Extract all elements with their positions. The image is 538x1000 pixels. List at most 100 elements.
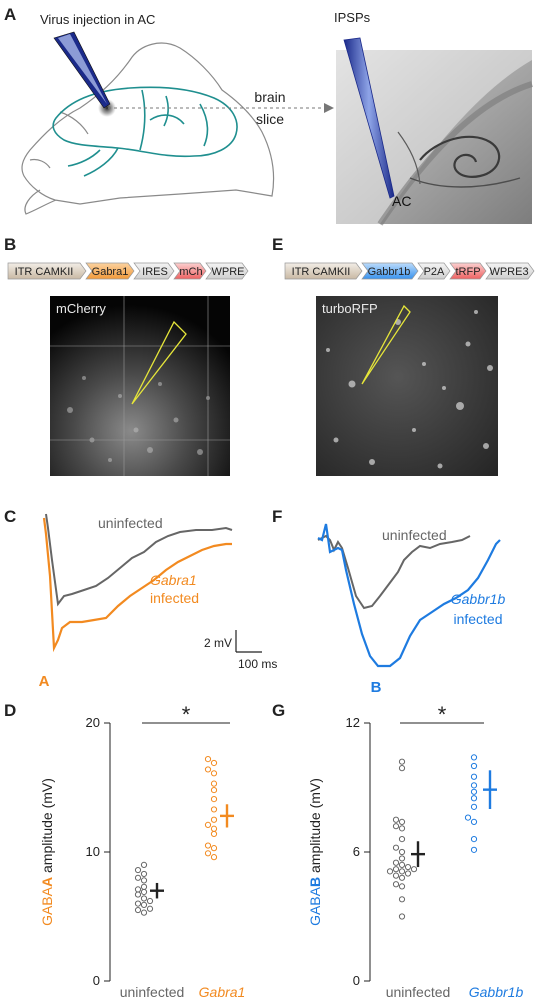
injection-pipette-highlight [58, 34, 107, 104]
data-point [470, 773, 478, 780]
data-point [410, 866, 418, 873]
data-point [470, 782, 478, 789]
panel-letter-a: A [4, 5, 16, 24]
data-point [134, 874, 142, 881]
component-b-marker: B [371, 679, 382, 696]
data-point [392, 816, 400, 823]
construct-e-seg-2 [361, 262, 419, 280]
d-ytick-label-10: 10 [86, 844, 100, 859]
construct-e-label-1: ITR CAMKII [292, 266, 351, 278]
data-point [470, 762, 478, 770]
trace-c-gene-label: Gabra1 [150, 572, 197, 588]
data-point [470, 795, 478, 802]
panel-c: C uninfected Gabra1 infected A 2 mV 100 … [4, 507, 277, 690]
data-point [210, 830, 218, 838]
data-point [398, 765, 406, 772]
data-point [398, 896, 406, 903]
panel-b: B ITR CAMKII Gabra1 IRES mCh WPRE [4, 235, 249, 476]
data-point [210, 786, 218, 794]
g-xlabel-uninfected: uninfected [386, 984, 451, 1000]
g-xlabel-gene: Gabbr1b [469, 984, 524, 1000]
trace-c-uninfected [45, 513, 233, 607]
scale-bar: 2 mV 100 ms [204, 630, 277, 671]
mouse-head-illustration [21, 42, 275, 215]
construct-e-seg-5 [485, 262, 535, 280]
construct-e-label-2: Gabbr1b [368, 266, 411, 278]
trace-f-uninfected-label: uninfected [382, 527, 447, 543]
micrograph-e-label: turboRFP [322, 301, 378, 316]
data-point [134, 886, 142, 893]
d-xlabel-uninfected: uninfected [120, 984, 185, 1000]
micrograph-b: mCherry [50, 296, 230, 476]
d-significance-star: * [182, 702, 191, 727]
data-point [470, 836, 478, 843]
panel-letter-d: D [4, 701, 16, 720]
data-point [392, 859, 400, 866]
panel-d: D 0 10 20 GABAA amplitude (mV) * uninfec… [4, 701, 245, 1000]
panel-a: A Virus injection in AC brain slice [4, 5, 533, 226]
data-point [398, 818, 406, 826]
data-point [140, 909, 148, 916]
data-point [210, 796, 218, 803]
ipsps-label: IPSPs [334, 10, 371, 25]
arrow-head-icon [324, 103, 334, 113]
data-point [140, 888, 148, 896]
panel-g: G 0 6 12 GABAB amplitude (mV) * uninfect… [272, 701, 523, 1000]
trace-f-uninfected [317, 534, 471, 610]
micrograph-b-label: mCherry [56, 301, 106, 316]
data-point [204, 821, 212, 829]
d-data-points [134, 756, 234, 916]
data-point [386, 868, 394, 875]
data-point [404, 870, 412, 877]
d-ytick-label-20: 20 [86, 715, 100, 730]
data-point [392, 844, 400, 851]
brain-slice-label-2: slice [256, 111, 284, 127]
ac-label: AC [392, 193, 411, 209]
d-ylabel-sub: A [39, 877, 55, 887]
trace-c-infected [42, 517, 232, 653]
data-point [464, 814, 472, 821]
data-point [204, 850, 212, 857]
d-ylabel-prefix: GABA [39, 886, 55, 926]
construct-e-seg-1 [284, 262, 363, 280]
data-point [398, 913, 406, 920]
panel-letter-b: B [4, 235, 16, 254]
data-point [470, 803, 478, 810]
g-ylabel-sub: B [307, 877, 323, 887]
data-point [140, 883, 148, 890]
g-ytick-label-6: 6 [353, 844, 360, 859]
panel-e: E ITR CAMKII Gabbr1b P2A tRFP WPRE3 turb… [272, 235, 535, 476]
trace-c-infected-label: infected [150, 590, 199, 606]
data-point [398, 848, 406, 856]
construct-e-seg-3 [417, 262, 451, 280]
data-point [134, 900, 142, 907]
injection-label: Virus injection in AC [40, 12, 155, 27]
panel-letter-f: F [272, 507, 282, 526]
data-point [134, 891, 142, 898]
construct-b-label-4: mCh [179, 266, 202, 278]
g-significance-star: * [438, 702, 447, 727]
data-point [210, 759, 218, 767]
construct-e-label-4: tRFP [455, 266, 480, 278]
data-point [140, 870, 148, 878]
data-point [146, 905, 154, 912]
g-ylabel-suffix: amplitude (mV) [307, 778, 323, 877]
data-point [140, 861, 148, 869]
data-point [398, 868, 406, 875]
component-a-marker: A [39, 673, 50, 690]
data-point [210, 770, 218, 777]
construct-e-label-3: P2A [424, 266, 445, 278]
brain-slice-label-1: brain [254, 89, 285, 105]
brain-illustration [52, 86, 238, 177]
data-point [140, 895, 148, 902]
data-point [470, 788, 478, 795]
data-point [398, 758, 406, 765]
construct-e-label-5: WPRE3 [489, 266, 528, 278]
construct-b-seg-3 [133, 262, 175, 280]
data-point [210, 854, 218, 861]
g-ytick-label-12: 12 [346, 715, 360, 730]
data-point [210, 816, 218, 823]
panel-f: F uninfected Gabbr1b infected B [272, 507, 505, 696]
data-point [204, 842, 212, 849]
